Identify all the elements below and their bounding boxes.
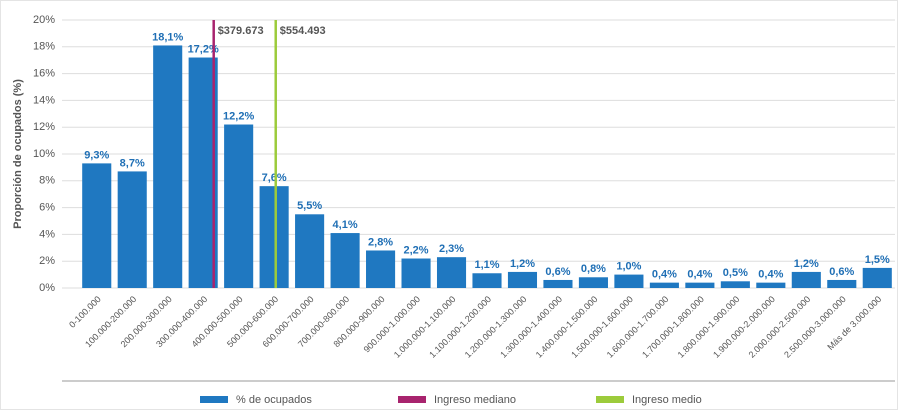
y-tick-label: 0% xyxy=(39,282,55,294)
value-label: 9,3% xyxy=(84,149,109,161)
bar xyxy=(330,233,360,288)
y-tick-label: 20% xyxy=(33,14,55,26)
y-tick-label: 14% xyxy=(33,94,55,106)
y-axis-label: Proporción de ocupados (%) xyxy=(12,79,24,229)
bar xyxy=(756,282,786,288)
legend-swatch xyxy=(200,396,228,403)
bar xyxy=(543,279,573,288)
value-label: 7,6% xyxy=(262,172,287,184)
reference-label: $379.673 xyxy=(218,25,264,37)
y-tick-label: 12% xyxy=(33,121,55,133)
y-tick-label: 4% xyxy=(39,228,55,240)
y-tick-label: 2% xyxy=(39,255,55,267)
bar xyxy=(862,267,892,288)
value-label: 8,7% xyxy=(120,157,145,169)
legend-label: Ingreso medio xyxy=(632,394,702,406)
bar xyxy=(153,45,183,289)
bar xyxy=(472,273,502,288)
value-label: 0,6% xyxy=(829,266,854,278)
value-label: 0,8% xyxy=(581,263,606,275)
bar xyxy=(295,214,325,288)
value-label: 1,0% xyxy=(616,261,641,273)
bar xyxy=(685,282,715,288)
value-label: 17,2% xyxy=(188,43,219,55)
value-label: 1,2% xyxy=(794,258,819,270)
reference-label: $554.493 xyxy=(280,25,326,37)
bar xyxy=(791,271,821,288)
y-tick-label: 10% xyxy=(33,148,55,160)
value-label: 1,1% xyxy=(474,259,499,271)
value-label: 0,6% xyxy=(545,266,570,278)
value-label: 1,5% xyxy=(865,254,890,266)
value-label: 0,4% xyxy=(687,269,712,281)
value-label: 2,3% xyxy=(439,243,464,255)
value-label: 4,1% xyxy=(333,219,358,231)
value-label: 18,1% xyxy=(152,31,183,43)
bar xyxy=(366,250,396,288)
bar xyxy=(436,257,467,288)
value-label: 2,8% xyxy=(368,236,393,248)
y-tick-label: 18% xyxy=(33,41,55,53)
bar xyxy=(117,171,147,288)
value-label: 0,5% xyxy=(723,267,748,279)
bar xyxy=(401,258,431,288)
value-label: 1,2% xyxy=(510,258,535,270)
value-label: 5,5% xyxy=(297,200,322,212)
value-label: 12,2% xyxy=(223,110,254,122)
legend-label: % de ocupados xyxy=(236,394,312,406)
value-label: 2,2% xyxy=(404,244,429,256)
bar xyxy=(82,163,112,288)
legend-swatch xyxy=(398,396,426,403)
bar xyxy=(649,282,679,288)
bar xyxy=(259,186,289,288)
bar xyxy=(720,281,750,288)
y-tick-label: 8% xyxy=(39,175,55,187)
y-tick-label: 6% xyxy=(39,202,55,214)
bar xyxy=(224,124,254,289)
legend-swatch xyxy=(596,396,624,403)
bar xyxy=(507,271,538,288)
bar xyxy=(578,277,608,288)
value-label: 0,4% xyxy=(652,269,677,281)
bar xyxy=(614,274,644,288)
y-tick-label: 16% xyxy=(33,68,55,80)
legend-label: Ingreso mediano xyxy=(434,394,516,406)
value-label: 0,4% xyxy=(758,269,783,281)
bar xyxy=(827,279,857,288)
